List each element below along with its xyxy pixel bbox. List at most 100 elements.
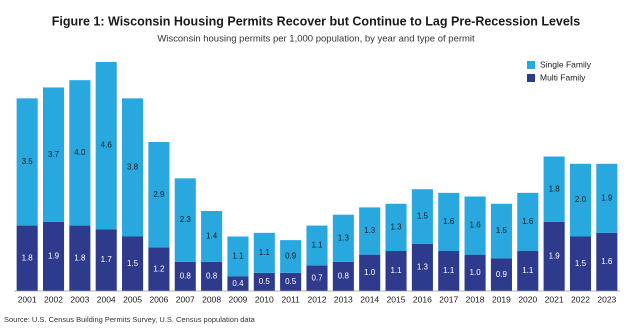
bar-segment xyxy=(95,62,117,230)
bar-segment xyxy=(464,196,486,255)
bar-segment xyxy=(280,240,302,273)
x-tick-label: 2023 xyxy=(597,294,616,304)
bar-segment xyxy=(569,163,592,237)
value-label: 1.6 xyxy=(443,217,455,226)
x-tick-label: 2012 xyxy=(308,294,327,304)
x-tick-label: 2003 xyxy=(70,294,89,304)
bar-segment xyxy=(517,251,539,291)
value-label: 1.0 xyxy=(470,268,482,277)
value-label: 0.5 xyxy=(259,277,271,286)
x-tick-label: 2011 xyxy=(282,294,301,304)
bar-segment xyxy=(438,251,460,291)
value-label: 1.3 xyxy=(364,226,376,235)
bar-segment xyxy=(359,207,381,255)
x-tick-label: 2021 xyxy=(545,294,564,304)
value-label: 1.5 xyxy=(127,259,139,268)
legend-label: Single Family xyxy=(540,59,592,69)
bar-segment xyxy=(306,265,328,291)
x-tick-label: 2014 xyxy=(360,294,379,304)
x-tick-label: 2015 xyxy=(387,294,406,304)
value-label: 1.9 xyxy=(48,252,60,261)
bar-segment xyxy=(122,98,144,237)
bar-segment xyxy=(543,221,565,291)
bar-segment xyxy=(438,192,460,252)
bar-segment xyxy=(148,247,170,291)
x-tick-label: 2018 xyxy=(466,294,485,304)
value-label: 1.9 xyxy=(549,252,561,261)
value-label: 1.3 xyxy=(338,233,350,242)
value-label: 1.6 xyxy=(470,221,482,230)
bar-segment xyxy=(16,225,38,291)
bar-segment xyxy=(69,80,91,226)
value-label: 3.8 xyxy=(127,163,139,172)
bar-segment xyxy=(201,211,223,262)
source-note: Source: U.S. Census Building Permits Sur… xyxy=(4,315,256,324)
bar-segment xyxy=(253,232,275,273)
legend-swatch xyxy=(527,74,535,82)
bar-segment xyxy=(306,225,328,266)
x-tick-label: 2013 xyxy=(334,294,353,304)
value-label: 2.9 xyxy=(153,190,165,199)
value-label: 1.2 xyxy=(153,264,165,273)
value-label: 2.3 xyxy=(180,215,192,224)
bar-segment xyxy=(490,258,512,291)
x-tick-label: 2004 xyxy=(97,294,116,304)
x-tick-label: 2020 xyxy=(518,294,537,304)
value-label: 3.5 xyxy=(22,157,34,166)
x-tick-label: 2017 xyxy=(439,294,458,304)
value-label: 1.1 xyxy=(311,241,323,250)
value-label: 0.4 xyxy=(232,279,244,288)
bar-segment xyxy=(95,229,117,291)
x-tick-label: 2008 xyxy=(202,294,221,304)
bar-segment xyxy=(227,276,249,291)
value-label: 4.6 xyxy=(101,141,113,150)
value-label: 1.6 xyxy=(601,257,613,266)
value-label: 0.5 xyxy=(285,277,297,286)
value-label: 3.7 xyxy=(48,150,60,159)
bar-segment xyxy=(201,261,223,291)
bar-segment xyxy=(42,221,65,291)
bar-segment xyxy=(122,236,144,291)
value-label: 1.7 xyxy=(101,255,113,264)
value-label: 1.1 xyxy=(390,266,402,275)
bar-segment xyxy=(411,243,433,291)
bar-segment xyxy=(148,141,170,248)
value-label: 1.6 xyxy=(522,217,534,226)
bar-segment xyxy=(411,189,433,244)
x-tick-label: 2010 xyxy=(255,294,274,304)
bar-segment xyxy=(16,98,38,226)
legend-label: Multi Family xyxy=(540,72,586,82)
value-label: 1.3 xyxy=(390,222,402,231)
x-tick-label: 2022 xyxy=(571,294,590,304)
bar-segment xyxy=(174,261,196,291)
value-label: 1.8 xyxy=(549,184,561,193)
value-label: 2.0 xyxy=(575,195,587,204)
value-label: 0.7 xyxy=(311,273,323,282)
bar-segment xyxy=(42,87,65,222)
value-label: 1.1 xyxy=(443,266,455,275)
bar-segment xyxy=(332,261,354,291)
bar-segment xyxy=(543,156,565,222)
value-label: 1.8 xyxy=(74,253,86,262)
value-label: 0.9 xyxy=(285,252,297,261)
legend-swatch xyxy=(527,61,535,69)
value-label: 0.9 xyxy=(496,270,508,279)
bar-segment xyxy=(464,254,486,291)
bar-segment xyxy=(490,203,512,259)
bar-segment xyxy=(253,272,275,291)
bar-segment xyxy=(385,251,407,291)
x-tick-label: 2007 xyxy=(176,294,195,304)
x-tick-label: 2016 xyxy=(413,294,432,304)
bar-segment xyxy=(69,225,91,291)
value-label: 4.0 xyxy=(74,148,86,157)
value-label: 1.9 xyxy=(601,193,613,202)
x-tick-label: 2001 xyxy=(18,294,37,304)
x-tick-label: 2009 xyxy=(228,294,247,304)
bar-segment xyxy=(227,236,249,277)
bar-segment xyxy=(596,163,618,233)
x-tick-label: 2019 xyxy=(492,294,511,304)
x-tick-label: 2005 xyxy=(123,294,142,304)
bar-segment xyxy=(332,214,354,262)
value-label: 1.1 xyxy=(232,252,244,261)
